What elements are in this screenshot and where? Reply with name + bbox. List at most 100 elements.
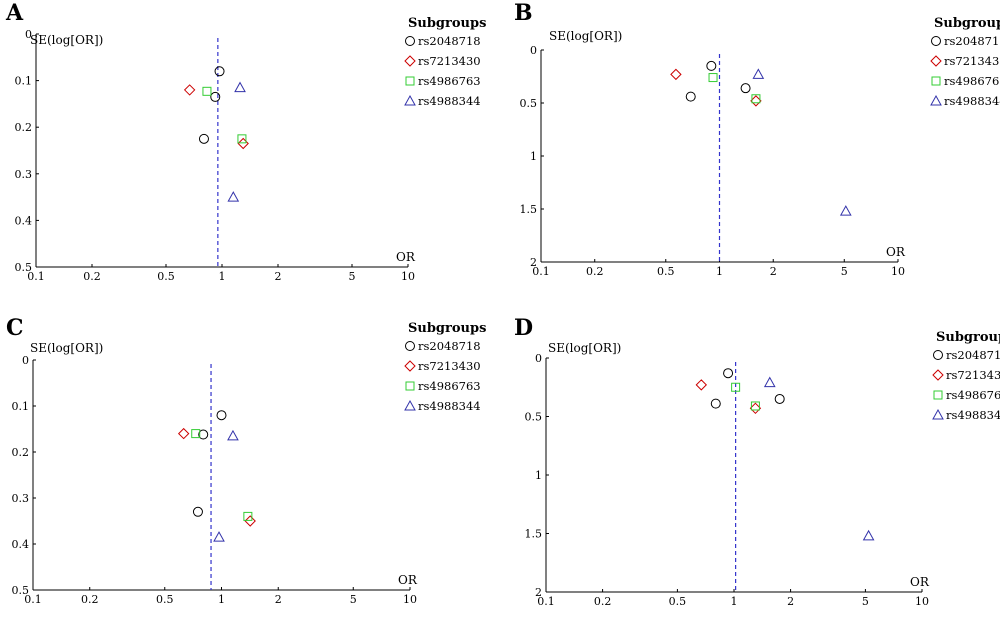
- data-point-rs2048718: [210, 91, 221, 102]
- y-axis-label: SE(log[OR]): [30, 33, 103, 47]
- data-point-rs2048718: [723, 368, 734, 379]
- legend-marker-rs4986763: [405, 381, 415, 391]
- x-tick-label: 2: [275, 593, 282, 606]
- x-tick-label: 10: [403, 593, 417, 606]
- data-point-rs4988344: [227, 429, 239, 441]
- data-point-rs7213430: [749, 402, 762, 415]
- legend-label: rs2048718: [946, 348, 1000, 362]
- panel-d: DSE(log[OR])00.511.520.1 0.2 0.5 1 2 5 10ORSub…: [514, 315, 1000, 608]
- y-tick-label: 0.3: [12, 492, 30, 505]
- data-point-rs4988344: [213, 531, 225, 542]
- data-point-rs2048718: [198, 429, 209, 440]
- x-axis-label: OR: [886, 245, 906, 259]
- y-tick-label: 0.5: [520, 97, 538, 110]
- legend-title: Subgroups: [408, 16, 486, 31]
- data-point-rs7213430: [695, 379, 708, 391]
- x-tick-label: 2: [787, 595, 794, 608]
- data-point-rs2048718: [214, 66, 225, 77]
- x-tick-label: 0.1: [27, 270, 45, 283]
- y-axis-label: SE(log[OR]): [548, 341, 621, 355]
- data-point-rs4986763: [202, 86, 212, 96]
- y-tick-label: 0.5: [15, 261, 33, 274]
- data-point-rs4986763: [243, 511, 253, 521]
- x-tick-label: 0.2: [586, 265, 604, 278]
- data-point-rs4986763: [237, 134, 247, 144]
- legend-marker-rs4988344: [932, 408, 944, 420]
- x-tick-label: 0.5: [156, 593, 174, 606]
- y-tick-label: 0.1: [12, 400, 30, 413]
- legend-marker-rs4986763: [931, 76, 941, 86]
- data-point-rs7213430: [244, 515, 256, 527]
- data-point-rs4988344: [234, 81, 246, 93]
- legend: Subgroups rs2048718 rs7213430 rs4986763 rs49…: [404, 321, 486, 413]
- legend-marker-rs4986763: [933, 390, 943, 400]
- x-tick-label: 10: [401, 270, 415, 283]
- x-axis-label: OR: [910, 575, 930, 589]
- x-tick-label: 2: [770, 265, 777, 278]
- data-point-rs7213430: [183, 84, 196, 96]
- x-tick-label: 0.1: [537, 595, 555, 608]
- legend-label: rs4986763: [946, 388, 1000, 402]
- panel-letter: A: [5, 0, 24, 26]
- legend-label: rs4986763: [418, 379, 481, 393]
- data-point-rs2048718: [685, 91, 696, 102]
- y-tick-label: 1: [530, 150, 537, 163]
- y-tick-label: 0.5: [525, 411, 543, 424]
- x-tick-label: 5: [349, 270, 356, 283]
- panel-letter: D: [514, 315, 533, 341]
- x-tick-label: 0.2: [594, 595, 612, 608]
- legend-marker-rs2048718: [933, 350, 943, 360]
- y-tick-label: 0: [25, 28, 32, 41]
- x-tick-label: 10: [915, 595, 929, 608]
- panel-c: CSE(log[OR])00.10.20.30.40.50.1 0.2 0.5 1 2 5…: [6, 315, 486, 606]
- legend-label: rs7213430: [944, 54, 1000, 68]
- legend-label: rs2048718: [418, 339, 481, 353]
- panel-b: BSE(log[OR])00.511.520.1 0.2 0.5 1 2 5 10ORSub…: [514, 0, 1000, 278]
- y-tick-label: 0.1: [15, 75, 33, 88]
- data-point-rs2048718: [706, 60, 717, 71]
- legend-marker-rs2048718: [931, 36, 941, 46]
- x-axis-label: OR: [398, 573, 418, 587]
- legend-marker-rs7213430: [404, 55, 416, 67]
- legend-marker-rs7213430: [930, 55, 942, 67]
- y-tick-label: 0.3: [15, 168, 33, 181]
- legend-marker-rs7213430: [932, 369, 944, 381]
- x-axis-label: OR: [396, 250, 416, 264]
- legend-label: rs2048718: [944, 34, 1000, 48]
- data-point-rs2048718: [198, 133, 209, 144]
- y-tick-label: 0: [530, 44, 537, 57]
- x-tick-label: 10: [891, 265, 905, 278]
- legend: Subgroups rs2048718 rs7213430 rs4986763 rs49…: [932, 330, 1000, 422]
- y-tick-label: 2: [535, 586, 542, 599]
- legend-marker-rs4988344: [930, 94, 942, 106]
- legend-title: Subgroups: [934, 16, 1000, 31]
- legend-marker-rs2048718: [405, 36, 415, 46]
- x-tick-label: 0.2: [83, 270, 101, 283]
- x-tick-label: 0.5: [157, 270, 175, 283]
- data-point-rs4988344: [752, 68, 765, 79]
- legend-label: rs7213430: [418, 359, 481, 373]
- legend-title: Subgroups: [936, 330, 1000, 345]
- y-tick-label: 0.2: [15, 121, 33, 134]
- y-tick-label: 1.5: [520, 203, 538, 216]
- data-point-rs2048718: [192, 506, 203, 517]
- legend: Subgroups rs2048718 rs7213430 rs4986763 rs49…: [404, 16, 486, 108]
- legend: Subgroups rs2048718 rs7213430 rs4986763 rs49…: [930, 16, 1000, 108]
- legend-label: rs7213430: [418, 54, 481, 68]
- x-tick-label: 0.5: [657, 265, 675, 278]
- data-point-rs4986763: [731, 382, 741, 392]
- data-point-rs4986763: [751, 94, 761, 104]
- y-tick-label: 0.4: [12, 538, 30, 551]
- data-point-rs2048718: [216, 410, 227, 421]
- data-point-rs7213430: [670, 68, 682, 81]
- y-tick-label: 1.5: [525, 528, 543, 541]
- panel-a: ASE(log[OR])00.10.20.30.40.50.1 0.2 0.5 1 2 5…: [5, 0, 486, 283]
- data-point-rs2048718: [740, 83, 751, 94]
- data-point-rs4986763: [750, 401, 760, 411]
- y-tick-label: 0.4: [15, 214, 33, 227]
- legend-label: rs7213430: [946, 368, 1000, 382]
- legend-marker-rs7213430: [404, 360, 416, 372]
- x-tick-label: 2: [274, 270, 281, 283]
- x-tick-label: 5: [350, 593, 357, 606]
